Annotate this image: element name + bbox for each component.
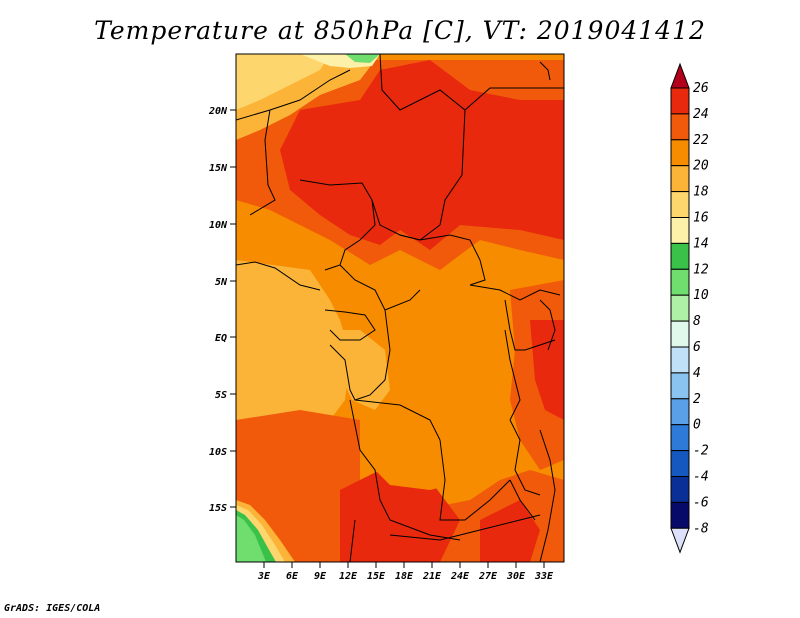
temperature-field [236,54,564,562]
colorbar-label: -6 [693,495,709,510]
lon-tick-label: 27E [478,571,498,582]
lon-tick-label: 3E [257,571,271,582]
colorbar-label: 8 [693,314,701,329]
colorbar-label: 16 [693,211,709,226]
colorbar-label: 20 [693,159,709,174]
lon-tick-label: 12E [339,571,358,582]
colorbar-swatch [670,139,690,167]
country-borders [236,54,564,562]
colorbar-swatch [670,346,690,374]
colorbar-swatch [670,165,690,193]
colorbar-swatch [670,476,690,503]
colorbar-label: 10 [693,288,709,303]
colorbar-label: 0 [693,418,701,433]
colorbar-label: 26 [693,81,709,96]
colorbar-label: -8 [693,521,709,536]
colorbar-label: 18 [693,185,709,200]
lat-tick-label: 10S [209,447,227,458]
credit-text: GrADS: IGES/COLA [4,603,101,614]
colorbar-swatch [670,217,690,244]
colorbar-label: -4 [693,470,709,485]
lat-axis: 20N 15N 10N 5N EQ 5S 10S 15S [208,106,236,514]
lon-tick-label: 24E [450,571,470,582]
colorbar-label: 6 [693,340,701,355]
colorbar-bottom-arrow [670,527,690,554]
lat-tick-label: 5S [215,390,227,401]
lon-tick-label: 33E [534,571,554,582]
colorbar-swatch [670,372,690,400]
colorbar-swatch [670,398,690,426]
lat-tick-label: EQ [215,333,227,344]
colorbar-swatch [670,294,690,322]
lat-tick-label: 5N [215,277,228,288]
colorbar-label: 4 [693,366,701,381]
colorbar-label: 2 [693,392,701,407]
colorbar-swatch [670,87,690,115]
colorbar-swatch [670,113,690,141]
colorbar-swatch [670,424,690,452]
lat-tick-label: 15S [209,503,227,514]
lat-tick-label: 20N [208,106,228,117]
lon-tick-label: 18E [395,571,414,582]
lon-tick-label: 9E [314,571,327,582]
colorbar-swatch [670,242,690,270]
colorbar-swatch [670,501,690,529]
lat-tick-label: 10N [209,220,228,231]
chart-title: Temperature at 850hPa [C], VT: 201904141… [94,16,706,45]
lon-tick-label: 6E [286,571,299,582]
colorbar-swatch [670,450,690,478]
lon-axis: 3E 6E 9E 12E 15E 18E 21E 24E 27E 30E 33E [257,562,554,582]
lon-tick-label: 30E [506,571,526,582]
colorbar-label: 14 [693,236,709,251]
colorbar-label: 12 [693,262,709,277]
colorbar-top-arrow [670,62,690,89]
colorbar-label: -2 [693,444,709,459]
map-frame [235,53,565,563]
lon-tick-label: 15E [367,571,386,582]
lon-tick-label: 21E [422,571,442,582]
lat-tick-label: 15N [209,163,228,174]
colorbar-swatch [670,268,690,296]
colorbar-swatch [670,191,690,219]
colorbar-label: 22 [693,133,709,148]
colorbar-swatch [670,320,690,348]
colorbar-label: 24 [693,107,709,122]
